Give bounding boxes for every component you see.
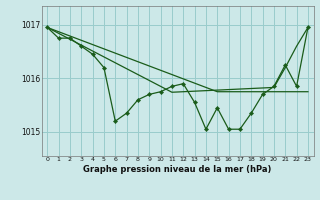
X-axis label: Graphe pression niveau de la mer (hPa): Graphe pression niveau de la mer (hPa) bbox=[84, 165, 272, 174]
